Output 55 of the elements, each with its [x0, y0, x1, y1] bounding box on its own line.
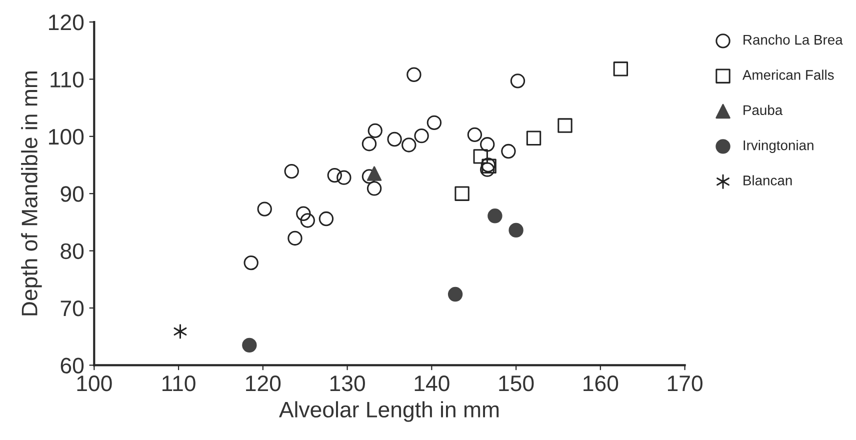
x-tick-label: 140: [414, 376, 450, 392]
point: [402, 138, 416, 152]
point: [244, 255, 258, 270]
point: [501, 144, 516, 159]
legend-label: Pauba: [744, 104, 783, 116]
point: [300, 213, 315, 228]
legend-label: Rancho La Brea: [744, 34, 843, 45]
point: [318, 211, 334, 226]
point: [242, 338, 257, 353]
point: [426, 115, 442, 130]
x-tick-label: 100: [77, 376, 112, 392]
point: [613, 62, 628, 76]
point: [480, 137, 495, 152]
point: [454, 186, 470, 201]
point: [387, 132, 402, 147]
point: [448, 286, 463, 302]
y-tick-label: 100: [49, 128, 84, 145]
y-axis-title: Depth of Mandible in mm: [21, 72, 42, 316]
point: [174, 324, 187, 339]
point: [473, 149, 488, 164]
legend-label: American Falls: [742, 70, 834, 80]
point: [288, 230, 302, 246]
x-tick-label: 170: [668, 376, 702, 392]
point: [368, 123, 382, 138]
point: [257, 202, 272, 216]
point: [414, 128, 429, 144]
point: [336, 170, 352, 185]
point: [327, 168, 342, 183]
y-tick-label: 120: [49, 14, 84, 30]
x-tick-label: 120: [246, 376, 281, 392]
point: [467, 127, 482, 142]
y-tick-label: 110: [50, 72, 84, 88]
x-tick-label: 110: [162, 376, 196, 392]
x-axis-title: Alveolar Length in mm: [278, 401, 499, 422]
legend-label: Irvingtonian: [744, 140, 814, 153]
y-tick-label: 80: [60, 243, 84, 260]
point: [508, 222, 524, 238]
point: [406, 67, 422, 82]
y-tick-label: 70: [60, 300, 84, 316]
x-tick-label: 160: [584, 376, 618, 392]
y-tick-label: 60: [60, 358, 84, 374]
point: [558, 118, 572, 133]
point: [488, 208, 502, 224]
point: [284, 164, 299, 179]
x-tick-label: 130: [330, 376, 365, 392]
point: [362, 136, 377, 152]
legend-label: Blancan: [744, 175, 792, 186]
point: [366, 166, 382, 181]
point: [526, 130, 542, 146]
point: [366, 181, 382, 196]
y-tick-label: 90: [60, 186, 84, 202]
point: [480, 162, 495, 177]
point: [510, 74, 526, 88]
point: [296, 206, 311, 221]
x-tick-label: 150: [499, 376, 534, 392]
